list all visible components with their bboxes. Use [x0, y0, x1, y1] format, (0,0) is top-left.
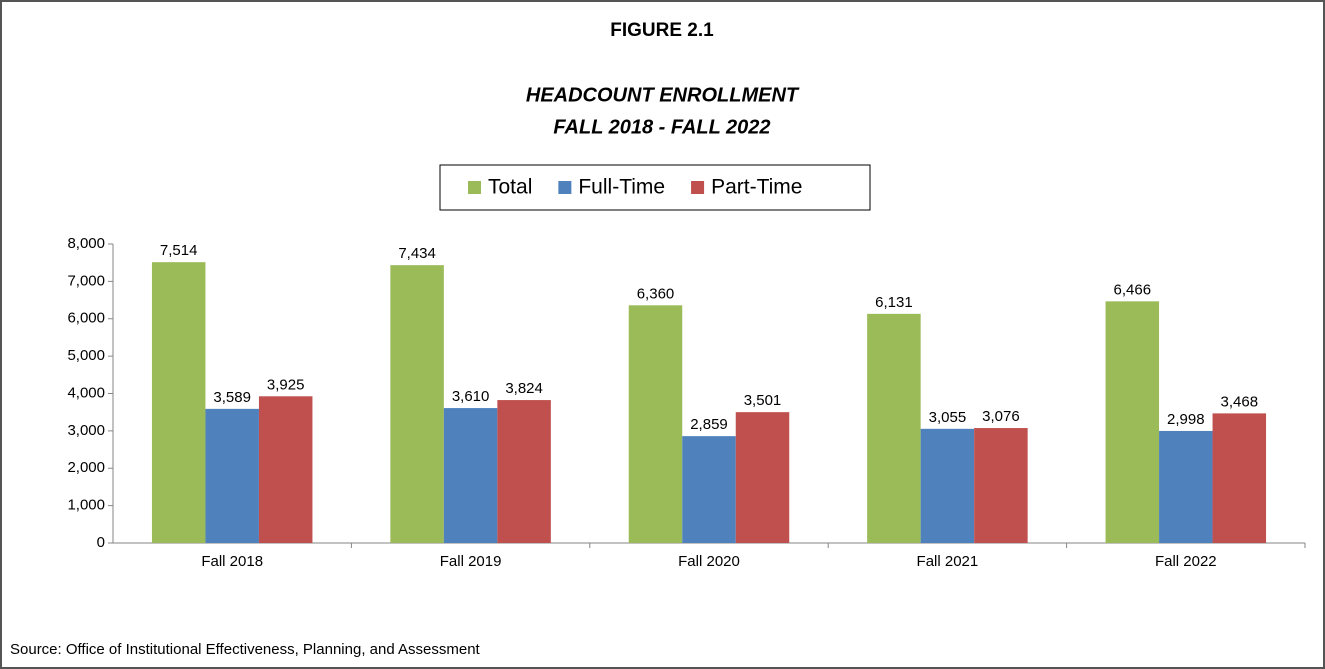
y-tick-label: 6,000 [67, 310, 105, 327]
bar [1105, 301, 1160, 543]
data-label: 3,610 [452, 388, 490, 405]
bar [682, 436, 736, 543]
legend-swatch [468, 181, 481, 194]
y-tick-label: 8,000 [67, 235, 105, 252]
bar [443, 408, 498, 543]
data-label: 3,468 [1221, 393, 1259, 410]
y-tick-label: 1,000 [67, 497, 105, 514]
data-label: 2,859 [690, 416, 728, 433]
data-label: 2,998 [1167, 411, 1205, 428]
bar [735, 412, 790, 543]
chart-title: FIGURE 2.1 [610, 20, 714, 41]
data-label: 3,925 [267, 376, 305, 393]
source-note: Source: Office of Institutional Effectiv… [10, 641, 481, 658]
bar [628, 305, 683, 543]
y-tick-label: 2,000 [67, 459, 105, 476]
chart-subtitle: FALL 2018 - FALL 2022 [553, 116, 770, 138]
y-tick-label: 0 [97, 534, 105, 551]
y-tick-label: 7,000 [67, 272, 105, 289]
data-label: 6,360 [637, 285, 675, 302]
legend-swatch [691, 181, 705, 194]
bar [497, 400, 551, 543]
data-label: 3,076 [982, 408, 1020, 425]
bar [920, 428, 975, 543]
legend-swatch [558, 181, 572, 194]
bar [1212, 413, 1267, 543]
bar [205, 408, 259, 543]
x-tick-label: Fall 2021 [917, 553, 979, 570]
x-tick-label: Fall 2022 [1155, 553, 1217, 570]
legend-label: Full-Time [578, 176, 665, 199]
y-tick-label: 4,000 [67, 384, 105, 401]
x-tick-label: Fall 2020 [678, 553, 740, 570]
data-label: 7,434 [398, 245, 436, 262]
chart-subtitle: HEADCOUNT ENROLLMENT [526, 84, 800, 106]
data-label: 3,589 [213, 389, 251, 406]
bar [151, 262, 206, 543]
legend-label: Part-Time [711, 176, 802, 199]
bar [1159, 430, 1213, 543]
bar [974, 428, 1028, 543]
data-label: 6,466 [1114, 281, 1152, 298]
data-label: 3,055 [929, 409, 967, 426]
bar [867, 313, 921, 543]
x-tick-label: Fall 2018 [201, 553, 263, 570]
legend-box [439, 164, 871, 211]
data-label: 7,514 [160, 242, 198, 259]
data-label: 3,824 [505, 380, 543, 397]
y-tick-label: 5,000 [67, 347, 105, 364]
x-tick-label: Fall 2019 [440, 553, 502, 570]
data-label: 6,131 [875, 294, 913, 311]
bar [258, 396, 313, 543]
data-label: 3,501 [744, 392, 782, 409]
y-tick-label: 3,000 [67, 422, 105, 439]
legend-label: Total [488, 176, 532, 199]
bar [390, 265, 444, 543]
